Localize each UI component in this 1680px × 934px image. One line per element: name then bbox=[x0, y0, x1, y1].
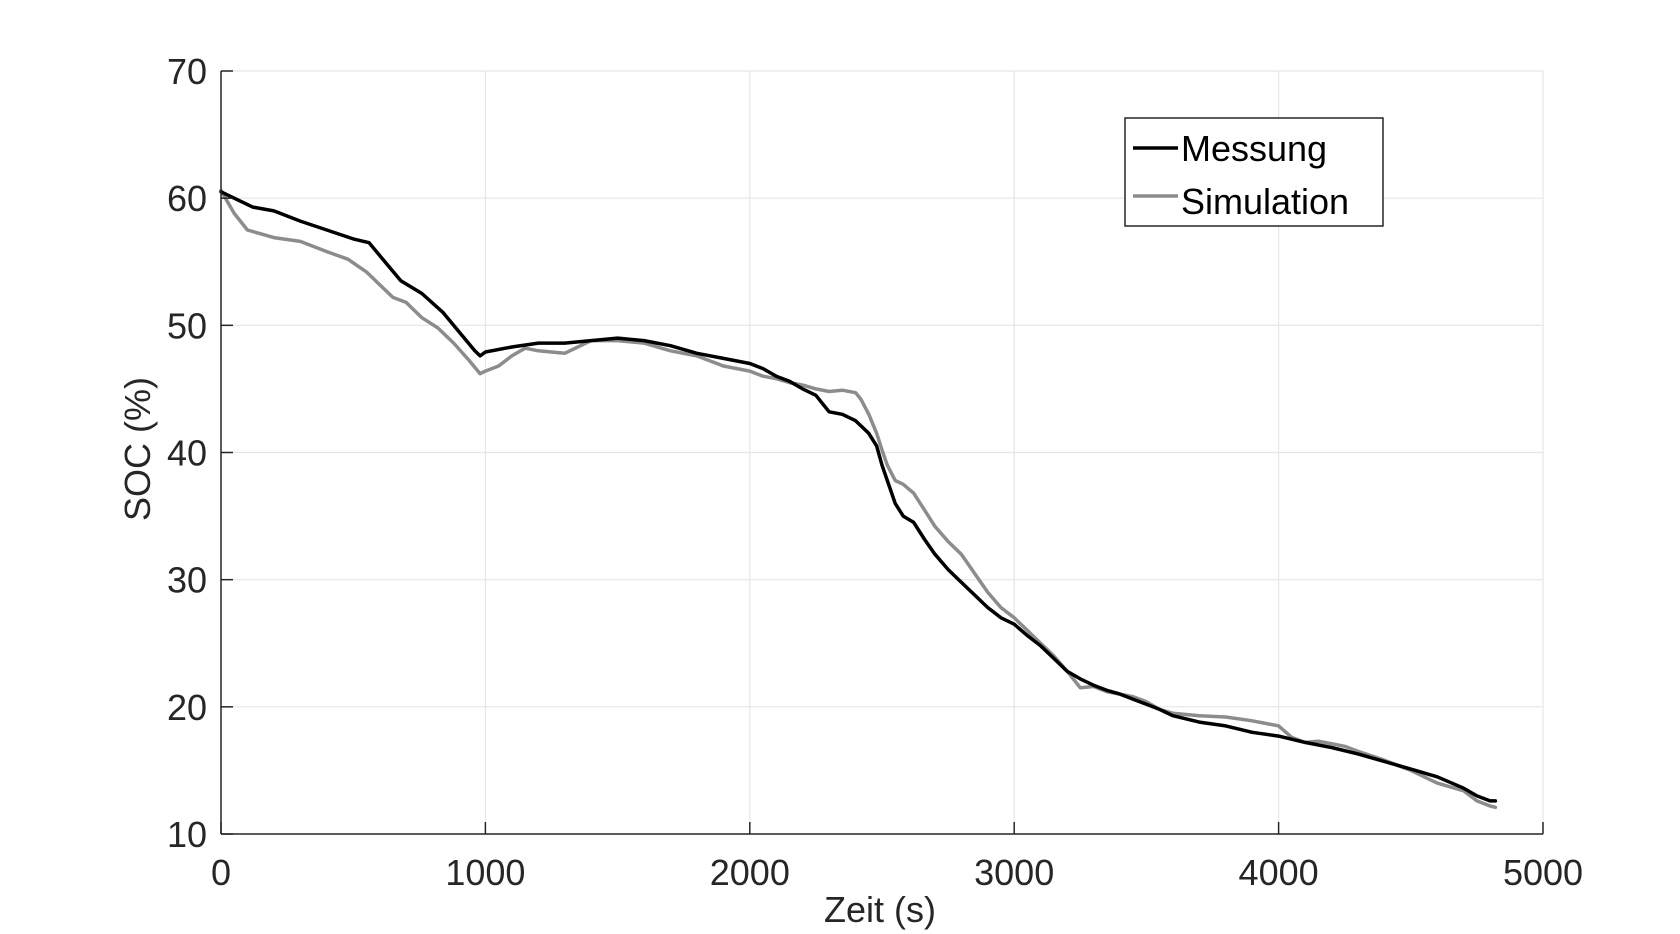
y-tick-label: 10 bbox=[167, 814, 207, 855]
x-tick-label: 3000 bbox=[974, 852, 1054, 893]
legend-label-messung: Messung bbox=[1181, 128, 1327, 169]
y-tick-label: 50 bbox=[167, 305, 207, 346]
y-tick-label: 60 bbox=[167, 178, 207, 219]
x-tick-label: 4000 bbox=[1239, 852, 1319, 893]
y-tick-label: 70 bbox=[167, 51, 207, 92]
grid bbox=[220, 70, 1544, 835]
series-line-messung bbox=[219, 190, 1498, 803]
tick-labels: 0 1000 2000 3000 4000 5000 10 20 30 40 50 60 70 bbox=[167, 51, 1583, 893]
legend-label-simulation: Simulation bbox=[1181, 181, 1349, 222]
x-tick-label: 5000 bbox=[1503, 852, 1583, 893]
x-tick-label: 1000 bbox=[445, 852, 525, 893]
axes bbox=[220, 70, 1544, 835]
y-axis-label: SOC (%) bbox=[117, 377, 158, 521]
legend-box bbox=[1124, 117, 1384, 227]
y-tick-label: 40 bbox=[167, 433, 207, 474]
y-tick-label: 30 bbox=[167, 560, 207, 601]
x-axis-label: Zeit (s) bbox=[824, 889, 936, 930]
series-line-simulation bbox=[219, 188, 1498, 810]
series-layer bbox=[219, 188, 1498, 810]
x-tick-label: 2000 bbox=[710, 852, 790, 893]
legend: Messung Simulation bbox=[1124, 117, 1384, 227]
x-tick-label: 0 bbox=[211, 852, 231, 893]
y-tick-label: 20 bbox=[167, 687, 207, 728]
